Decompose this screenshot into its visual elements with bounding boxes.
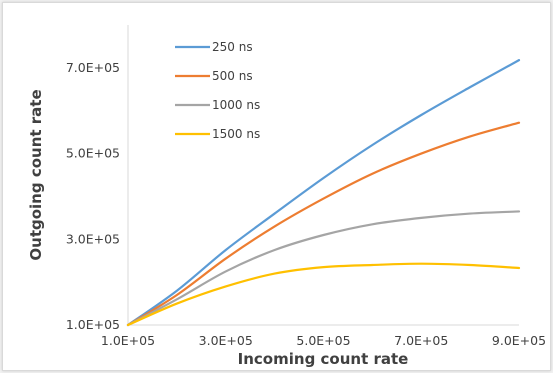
x-tick-label: 1.0E+05 <box>101 333 155 348</box>
line-chart: 1.0E+05 3.0E+05 5.0E+05 7.0E+05 1.0E+05 3.0E… <box>27 25 546 368</box>
series-line-250-ns <box>126 59 521 327</box>
legend-item: 1000 ns <box>175 98 260 112</box>
y-tick-label: 3.0E+05 <box>66 231 120 246</box>
x-tick-label: 5.0E+05 <box>296 333 350 348</box>
legend-item: 500 ns <box>175 69 253 83</box>
legend-item: 250 ns <box>175 40 253 54</box>
y-tick-labels: 1.0E+05 3.0E+05 5.0E+05 7.0E+05 <box>66 60 120 332</box>
x-tick-label: 9.0E+05 <box>492 333 546 348</box>
x-axis-title: Incoming count rate <box>238 350 409 368</box>
legend-label: 1000 ns <box>212 98 260 112</box>
y-tick-label: 7.0E+05 <box>66 60 120 75</box>
y-tick-label: 1.0E+05 <box>66 317 120 332</box>
legend-label: 1500 ns <box>212 127 260 141</box>
legend-label: 500 ns <box>212 69 253 83</box>
y-axis-title: Outgoing count rate <box>27 89 45 260</box>
series-line-1500-ns <box>126 262 521 327</box>
series-line-500-ns <box>126 121 521 327</box>
y-tick-label: 5.0E+05 <box>66 146 120 161</box>
x-tick-label: 3.0E+05 <box>199 333 253 348</box>
x-tick-label: 7.0E+05 <box>394 333 448 348</box>
x-tick-labels: 1.0E+05 3.0E+05 5.0E+05 7.0E+05 9.0E+05 <box>101 333 546 348</box>
series-lines <box>126 59 521 327</box>
legend-label: 250 ns <box>212 40 253 54</box>
series-line-1000-ns <box>126 210 521 327</box>
legend-item: 1500 ns <box>175 127 260 141</box>
axes <box>127 25 519 326</box>
legend: 250 ns 500 ns 1000 ns 1500 ns <box>175 40 260 141</box>
